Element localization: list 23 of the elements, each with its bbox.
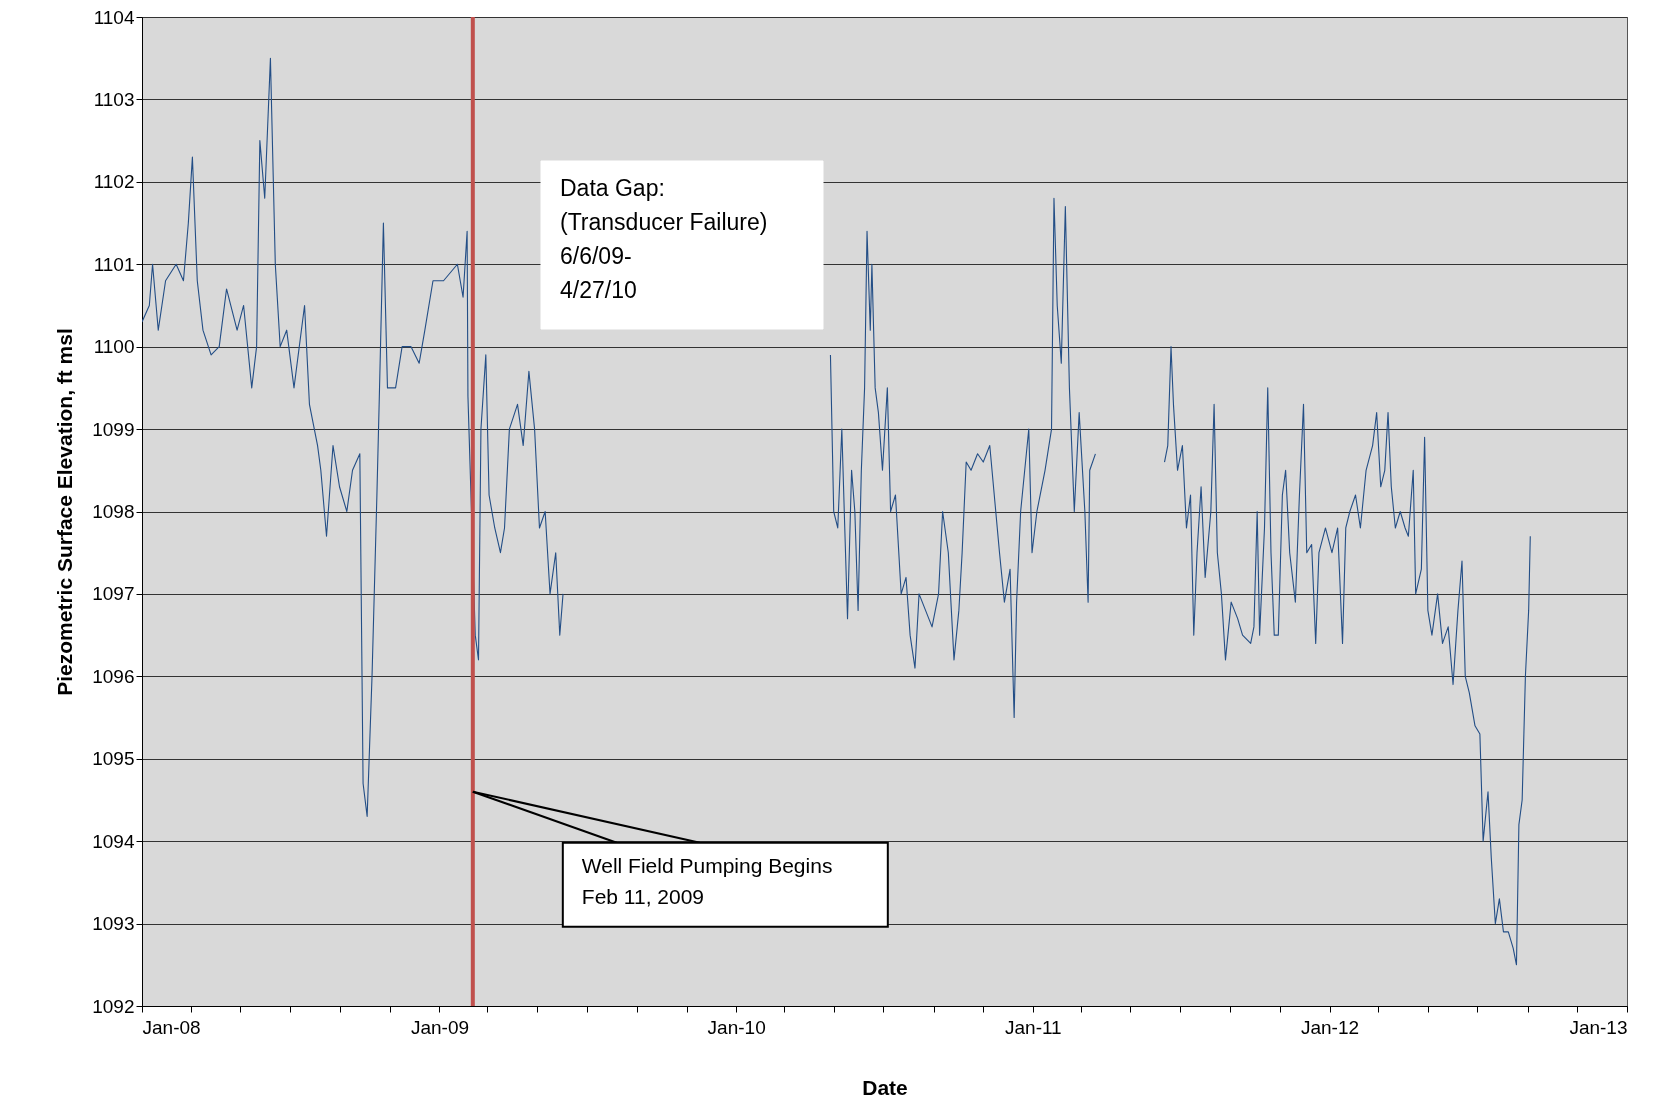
x-tick-label: Jan-11 — [1004, 1016, 1062, 1038]
x-tick-label: Jan-12 — [1300, 1016, 1360, 1038]
y-tick-label: 1096 — [92, 665, 135, 687]
annotation: Data Gap: (Transducer Failure) 6/6/09- 4/27/10 — [560, 175, 768, 303]
x-tick-label: Jan-09 — [410, 1016, 470, 1038]
x-axis-title: Date — [862, 1075, 908, 1099]
y-axis-title: Piezometric Surface Elevation, ft msl — [53, 328, 77, 696]
annotation: Well Field Pumping Begins Feb 11, 2009 — [581, 853, 833, 908]
y-tick-label: 1095 — [92, 748, 135, 770]
x-tick-label: Jan-13 — [1569, 1016, 1628, 1038]
y-tick-label: 1104 — [93, 6, 135, 28]
y-tick-label: 1097 — [92, 583, 135, 605]
y-tick-label: 1103 — [93, 88, 135, 110]
x-tick-label: Jan-10 — [707, 1016, 766, 1038]
x-tick-label: Jan-08 — [142, 1016, 201, 1038]
y-tick-label: 1100 — [93, 336, 135, 358]
y-tick-label: 1092 — [92, 995, 135, 1017]
y-tick-label: 1098 — [92, 501, 135, 522]
y-tick-label: 1102 — [93, 171, 135, 193]
y-tick-label: 1093 — [92, 913, 135, 935]
y-tick-label: 1099 — [92, 418, 135, 440]
y-tick-label: 1094 — [92, 830, 135, 852]
y-tick-label: 1101 — [93, 253, 135, 275]
